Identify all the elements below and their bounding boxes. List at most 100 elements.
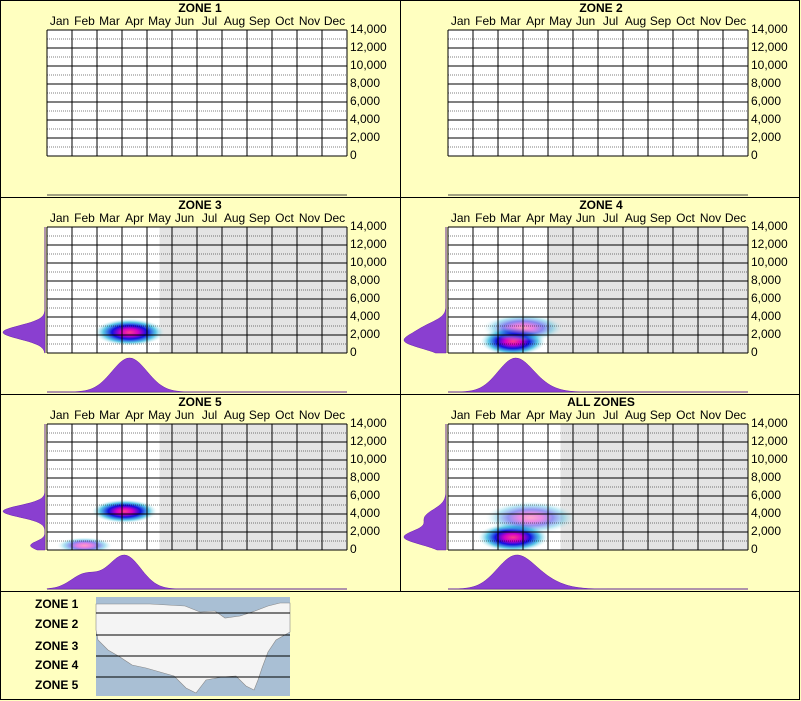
x-tick-label: Jan bbox=[451, 14, 470, 28]
x-tick-label: Aug bbox=[224, 408, 245, 422]
x-tick-label: Jul bbox=[202, 14, 217, 28]
y-tick-label: 12,000 bbox=[751, 434, 788, 448]
x-tick-label: Apr bbox=[125, 211, 144, 225]
density-blob bbox=[94, 318, 165, 346]
x-tick-label: Nov bbox=[299, 211, 320, 225]
x-tick-label: Jul bbox=[603, 14, 618, 28]
y-tick-label: 6,000 bbox=[350, 291, 380, 305]
month-density bbox=[448, 357, 748, 393]
x-tick-label: Dec bbox=[725, 408, 746, 422]
y-tick-label: 12,000 bbox=[751, 40, 788, 54]
y-tick-label: 4,000 bbox=[350, 309, 380, 323]
x-tick-label: May bbox=[549, 14, 572, 28]
x-tick-label: Mar bbox=[500, 408, 521, 422]
panel: ZONE 1 0 2,000 4,000 6,000 8,000 10,000 12,000 1… bbox=[46, 1, 387, 196]
x-tick-label: Aug bbox=[625, 408, 646, 422]
x-tick-label: Jun bbox=[175, 211, 194, 225]
y-tick-label: 0 bbox=[350, 542, 357, 556]
y-tick-label: 14,000 bbox=[350, 22, 387, 36]
y-tick-label: 8,000 bbox=[751, 470, 781, 484]
x-tick-label: Nov bbox=[299, 408, 320, 422]
x-tick-label: Sep bbox=[650, 14, 672, 28]
x-tick-label: Jun bbox=[576, 408, 595, 422]
x-tick-label: May bbox=[148, 211, 171, 225]
x-tick-label: Apr bbox=[526, 408, 545, 422]
x-tick-label: Mar bbox=[500, 211, 521, 225]
x-tick-label: Aug bbox=[224, 211, 245, 225]
x-tick-label: May bbox=[148, 408, 171, 422]
y-tick-label: 14,000 bbox=[751, 416, 788, 430]
x-tick-label: Apr bbox=[526, 211, 545, 225]
x-tick-label: Mar bbox=[99, 408, 120, 422]
y-tick-label: 6,000 bbox=[751, 291, 781, 305]
value-density bbox=[2, 424, 46, 551]
x-tick-label: Feb bbox=[74, 14, 95, 28]
y-tick-label: 6,000 bbox=[350, 94, 380, 108]
x-tick-label: Oct bbox=[275, 408, 294, 422]
y-tick-label: 2,000 bbox=[751, 524, 781, 538]
panel: ZONE 5 0 2,000 4,000 6,000 8,000 10,000 12,000 1… bbox=[2, 395, 387, 590]
x-tick-label: May bbox=[148, 14, 171, 28]
heat-layer bbox=[57, 499, 157, 550]
y-tick-label: 0 bbox=[751, 345, 758, 359]
y-tick-label: 10,000 bbox=[751, 255, 788, 269]
panel-title: ZONE 4 bbox=[579, 198, 623, 212]
panel-title: ALL ZONES bbox=[567, 395, 635, 409]
x-tick-label: Sep bbox=[650, 408, 672, 422]
x-tick-label: Oct bbox=[676, 408, 695, 422]
value-density bbox=[403, 424, 447, 551]
x-tick-label: Jun bbox=[576, 211, 595, 225]
map bbox=[95, 597, 291, 696]
y-tick-label: 12,000 bbox=[350, 40, 387, 54]
x-tick-label: Aug bbox=[625, 211, 646, 225]
x-tick-label: Sep bbox=[650, 211, 672, 225]
y-tick-label: 8,000 bbox=[751, 273, 781, 287]
month-density bbox=[46, 554, 347, 590]
y-tick-label: 12,000 bbox=[751, 237, 788, 251]
heat-layer bbox=[94, 318, 165, 346]
y-tick-label: 8,000 bbox=[350, 76, 380, 90]
x-tick-label: Jan bbox=[50, 211, 69, 225]
y-tick-label: 8,000 bbox=[751, 76, 781, 90]
y-tick-label: 8,000 bbox=[350, 273, 380, 287]
y-tick-label: 2,000 bbox=[751, 327, 781, 341]
x-tick-label: Aug bbox=[625, 14, 646, 28]
x-tick-label: Jun bbox=[576, 14, 595, 28]
x-tick-label: Jul bbox=[603, 408, 618, 422]
y-tick-label: 14,000 bbox=[350, 219, 387, 233]
heat-layer bbox=[478, 501, 576, 550]
y-tick-label: 10,000 bbox=[350, 58, 387, 72]
panel: ZONE 3 0 2,000 4,000 6,000 8,000 10,000 12,000 1… bbox=[2, 198, 387, 393]
x-tick-label: Mar bbox=[500, 14, 521, 28]
x-tick-label: Oct bbox=[676, 211, 695, 225]
y-tick-label: 4,000 bbox=[751, 506, 781, 520]
x-tick-label: Oct bbox=[275, 211, 294, 225]
y-tick-label: 14,000 bbox=[751, 219, 788, 233]
x-tick-label: May bbox=[549, 408, 572, 422]
y-tick-label: 2,000 bbox=[350, 130, 380, 144]
y-tick-label: 2,000 bbox=[350, 524, 380, 538]
panel: ALL ZONES 0 2,000 4,000 6,000 8,000 10,000 12,0… bbox=[403, 395, 788, 590]
x-tick-label: Aug bbox=[224, 14, 245, 28]
x-tick-label: Feb bbox=[475, 408, 496, 422]
x-tick-label: Dec bbox=[725, 211, 746, 225]
y-tick-label: 6,000 bbox=[751, 488, 781, 502]
panel-title: ZONE 1 bbox=[178, 1, 222, 15]
x-tick-label: Sep bbox=[249, 14, 271, 28]
x-tick-label: May bbox=[549, 211, 572, 225]
x-tick-label: Feb bbox=[74, 408, 95, 422]
zone-label: ZONE 1 bbox=[35, 597, 79, 611]
panel-title: ZONE 3 bbox=[178, 198, 222, 212]
y-tick-label: 0 bbox=[751, 542, 758, 556]
y-tick-label: 12,000 bbox=[350, 237, 387, 251]
y-tick-label: 4,000 bbox=[751, 309, 781, 323]
panel: ZONE 4 0 2,000 4,000 6,000 8,000 10,000 12,000 1… bbox=[403, 198, 788, 393]
x-tick-label: Dec bbox=[324, 14, 345, 28]
x-tick-label: Apr bbox=[125, 14, 144, 28]
panels: ZONE 1 0 2,000 4,000 6,000 8,000 10,000 12,000 1… bbox=[2, 1, 788, 590]
x-tick-label: Nov bbox=[700, 408, 721, 422]
panel: ZONE 2 0 2,000 4,000 6,000 8,000 10,000 12,000 1… bbox=[447, 1, 788, 196]
y-tick-label: 2,000 bbox=[350, 327, 380, 341]
